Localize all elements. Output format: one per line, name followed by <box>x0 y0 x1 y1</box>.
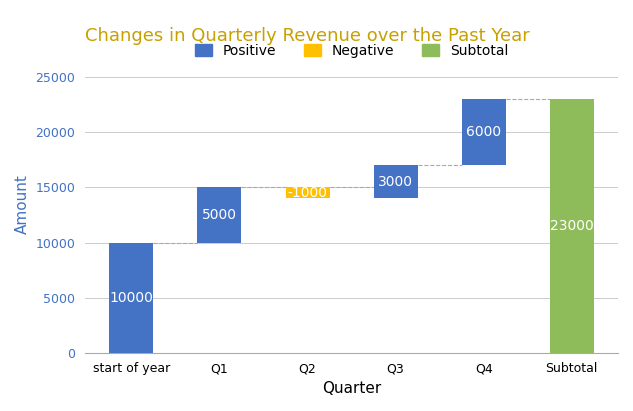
Text: -1000: -1000 <box>287 186 327 200</box>
Text: 3000: 3000 <box>378 175 413 189</box>
Legend: Positive, Negative, Subtotal: Positive, Negative, Subtotal <box>189 38 514 63</box>
Bar <box>110 242 153 353</box>
Y-axis label: Amount: Amount <box>15 174 30 234</box>
Text: 10000: 10000 <box>110 291 153 305</box>
Bar <box>285 187 330 199</box>
X-axis label: Quarter: Quarter <box>322 381 381 396</box>
Text: 5000: 5000 <box>202 208 237 222</box>
Bar <box>197 187 241 242</box>
Text: 23000: 23000 <box>550 219 594 233</box>
Text: Changes in Quarterly Revenue over the Past Year: Changes in Quarterly Revenue over the Pa… <box>85 27 530 45</box>
Bar <box>549 99 594 353</box>
Text: 6000: 6000 <box>466 125 501 139</box>
Bar <box>461 99 506 165</box>
Bar <box>373 165 418 199</box>
